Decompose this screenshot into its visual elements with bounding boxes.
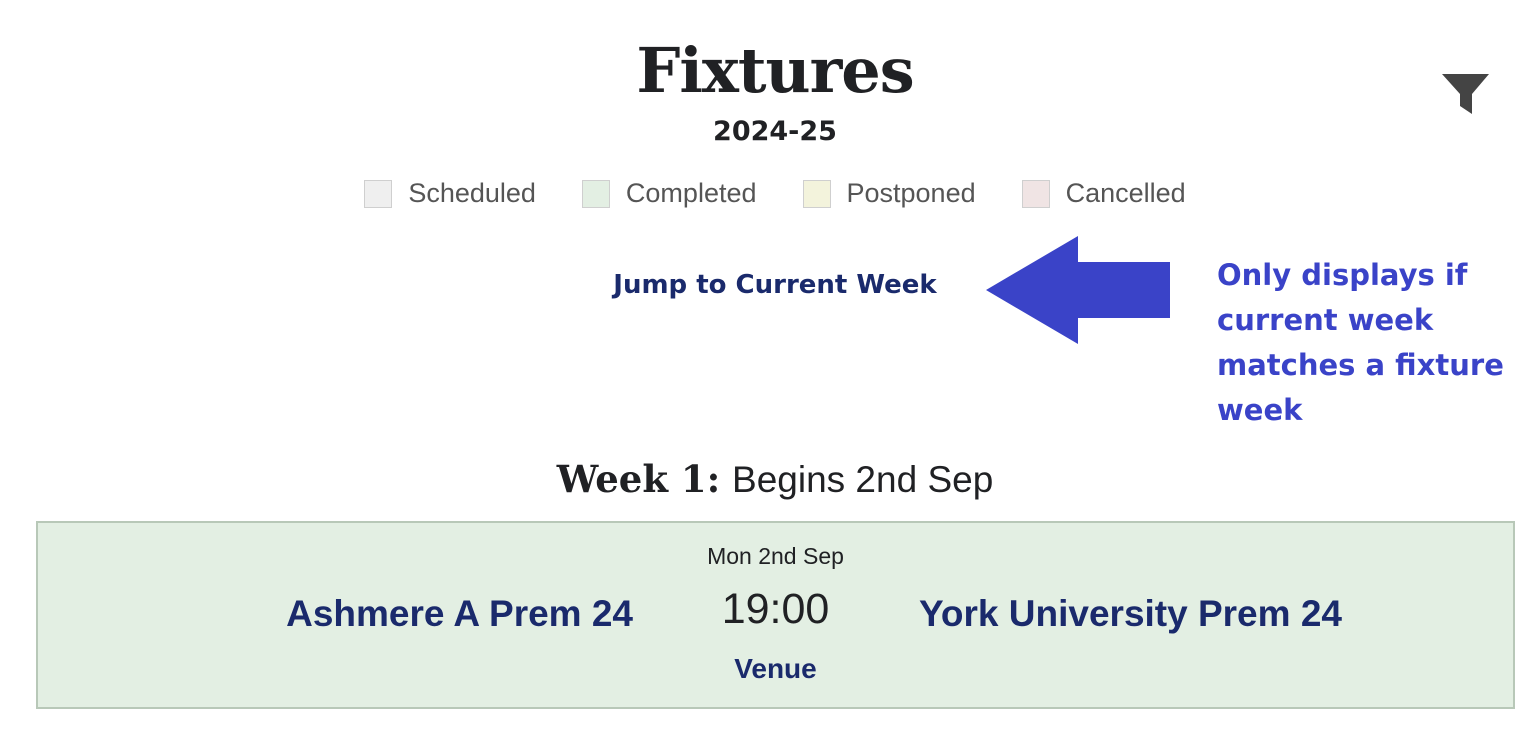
legend-swatch-cancelled xyxy=(1021,179,1050,208)
filter-icon xyxy=(1442,74,1489,114)
status-legend: Scheduled Completed Postponed Cancelled xyxy=(0,178,1537,209)
legend-label: Completed xyxy=(625,178,757,208)
legend-item-completed: Completed xyxy=(581,178,757,209)
venue-link[interactable]: Venue xyxy=(734,653,817,684)
legend-label: Scheduled xyxy=(408,178,536,208)
legend-item-cancelled: Cancelled xyxy=(1021,178,1186,209)
home-team-link[interactable]: Ashmere A Prem 24 xyxy=(286,593,633,634)
legend-item-scheduled: Scheduled xyxy=(364,178,536,209)
legend-item-postponed: Postponed xyxy=(802,178,976,209)
page-title: Fixtures xyxy=(636,34,914,107)
filter-button[interactable] xyxy=(1440,70,1492,118)
fixture-date: Mon 2nd Sep xyxy=(707,543,844,569)
left-arrow-icon xyxy=(986,236,1170,344)
legend-label: Cancelled xyxy=(1065,178,1186,208)
away-team-link[interactable]: York University Prem 24 xyxy=(919,593,1342,634)
season-label: 2024-25 xyxy=(713,116,837,147)
legend-swatch-completed xyxy=(581,179,610,208)
week-label: Week 1: xyxy=(556,457,721,501)
jump-to-current-week-link[interactable]: Jump to Current Week xyxy=(613,270,937,300)
legend-label: Postponed xyxy=(846,178,976,208)
venue-row: Venue xyxy=(38,653,1513,685)
legend-swatch-scheduled xyxy=(364,179,393,208)
week-heading: Week 1: Begins 2nd Sep xyxy=(0,457,1537,501)
legend-swatch-postponed xyxy=(802,179,831,208)
fixture-time: 19:00 xyxy=(721,585,830,633)
week-begins: Begins 2nd Sep xyxy=(732,459,994,500)
fixture-card[interactable]: Mon 2nd Sep Ashmere A Prem 24 19:00 York… xyxy=(36,521,1515,709)
annotation-note: Only displays if current week matches a … xyxy=(1217,258,1504,427)
